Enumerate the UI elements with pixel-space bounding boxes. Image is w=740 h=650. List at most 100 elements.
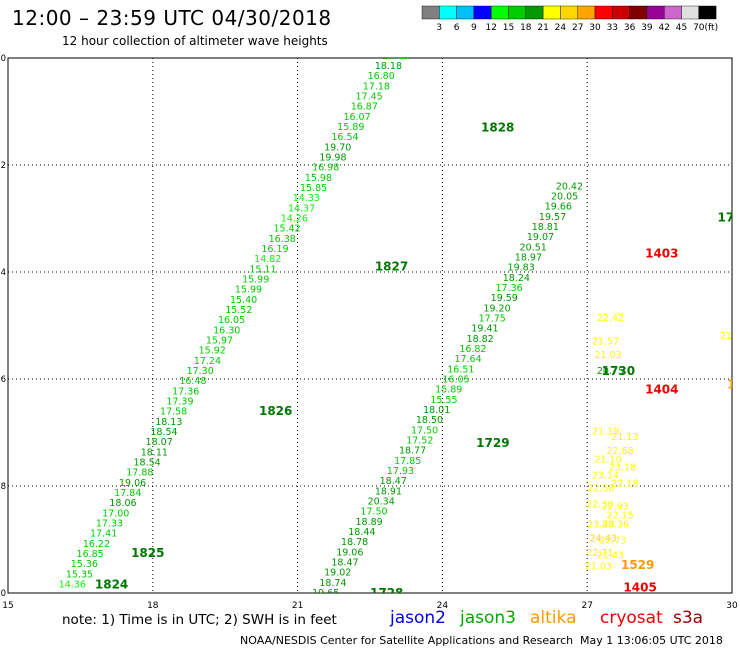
swh-point: 18.54 <box>133 457 160 468</box>
swh-point: 16.22 <box>83 539 110 550</box>
swh-point: 22.73 <box>599 536 626 547</box>
swh-point: 18.91 <box>375 486 402 497</box>
swh-point: 19.66 <box>545 202 572 213</box>
swh-point: 17.93 <box>387 466 414 477</box>
swh-point: 18.24 <box>503 273 530 284</box>
colorbar-tick: 15 <box>503 23 514 33</box>
swh-point: 21.03 <box>585 561 612 572</box>
swh-point: 14.26 <box>281 214 308 225</box>
swh-point: 17.30 <box>187 366 214 377</box>
swh-point: 18.78 <box>341 537 368 548</box>
swh-point: 18.47 <box>380 476 407 487</box>
colorbar-swatch <box>560 5 578 20</box>
timestamp-text: May 1 13:06:05 UTC 2018 <box>580 634 723 647</box>
colorbar-swatch <box>646 5 665 20</box>
swh-point: 18.06 <box>109 498 136 509</box>
colorbar-swatch <box>508 5 526 20</box>
swh-point: 21.03 <box>594 350 621 361</box>
colorbar-swatch <box>421 5 440 20</box>
colorbar-swatch <box>681 5 699 20</box>
colorbar-tick: 3 <box>436 23 442 33</box>
swh-point: 16.54 <box>331 132 358 143</box>
swh-point: 17.00 <box>102 508 129 519</box>
swh-point: 23.14 <box>592 470 619 481</box>
swh-point: 17.84 <box>114 488 141 499</box>
swh-point: 15.52 <box>225 305 252 316</box>
swh-point: 23.36 <box>602 520 629 531</box>
swh-point: 15.92 <box>199 346 226 357</box>
y-tick-label: -50 <box>0 589 6 599</box>
x-tick-label: 15 <box>2 601 13 611</box>
swh-point: 15.85 <box>300 183 327 194</box>
plot-frame <box>7 57 733 594</box>
swh-point: 19.98 <box>319 153 346 164</box>
swh-point: 15.97 <box>206 335 233 346</box>
colorbar-swatch <box>577 5 596 20</box>
swh-point: 16.98 <box>312 163 339 174</box>
legend-jason2: jason2 <box>390 608 446 628</box>
swh-point: 20.42 <box>556 181 583 192</box>
colorbar-tick: 18 <box>520 23 532 33</box>
y-tick-label: -40 <box>0 54 6 64</box>
swh-point: 18.07 <box>146 437 173 448</box>
colorbar-swatch <box>473 5 492 20</box>
colorbar-unit: (ft) <box>705 23 719 33</box>
swh-point: 15.40 <box>230 295 257 306</box>
colorbar-tick: 27 <box>572 23 583 33</box>
swh-point: 18.01 <box>423 405 450 416</box>
x-tick-label: 24 <box>437 601 449 611</box>
swh-point: 21.05 <box>720 331 740 342</box>
swh-point: 21.19 <box>592 426 619 437</box>
swh-point: 19.57 <box>539 212 566 223</box>
swh-point: 15.98 <box>305 173 332 184</box>
swh-point: 18.44 <box>348 527 375 538</box>
swh-point: 21.43 <box>597 551 624 562</box>
swh-point: 18.13 <box>155 417 182 428</box>
swh-point: 21.10 <box>594 454 621 465</box>
y-tick-label: -44 <box>0 268 6 278</box>
colorbar-tick: 6 <box>454 23 460 33</box>
swh-point: 17.85 <box>394 456 421 467</box>
swh-point: 18.89 <box>356 517 383 528</box>
colorbar-tick: 45 <box>676 23 687 33</box>
swh-point: 22.18 <box>611 478 638 489</box>
swh-point: 17.36 <box>495 283 522 294</box>
swh-point: 18.77 <box>399 446 426 457</box>
swh-point: 17.88 <box>126 468 153 479</box>
pass-time-label: 1730 <box>602 364 635 378</box>
swh-point: 22.42 <box>597 313 624 324</box>
swh-point: 21.57 <box>592 337 619 348</box>
swh-point: 18.74 <box>319 578 346 589</box>
legend-cryosat: cryosat <box>600 608 663 628</box>
page-title: 12:00 – 23:59 UTC 04/30/2018 <box>12 6 332 30</box>
colorbar-tick: 12 <box>485 23 496 33</box>
swh-point: 19.41 <box>471 324 498 335</box>
swh-point: 19.20 <box>483 303 510 314</box>
swh-point: 22.71 <box>586 548 613 559</box>
colorbar-tick: 30 <box>589 23 601 33</box>
swh-point: 21.13 <box>611 432 638 443</box>
swh-point: 22.30 <box>586 500 613 511</box>
pass-time-label: 1529 <box>621 558 654 572</box>
swh-point: 17.36 <box>172 386 199 397</box>
x-tick-label: 27 <box>581 601 592 611</box>
colorbar-swatch <box>629 5 648 20</box>
swh-point: 13.86 <box>399 20 426 31</box>
y-tick-label: -48 <box>0 482 6 492</box>
pass-time-label: 1403 <box>645 246 678 260</box>
page-subtitle: 12 hour collection of altimeter wave hei… <box>62 34 328 48</box>
colorbar-swatch <box>698 5 717 20</box>
swh-point: 20.34 <box>368 497 395 508</box>
colorbar-tick: 9 <box>471 23 477 33</box>
colorbar-tick: 21 <box>537 23 548 33</box>
swh-point: 16.87 <box>387 41 414 52</box>
swh-point: 16.07 <box>343 112 370 123</box>
swh-point: 17.33 <box>96 518 123 529</box>
swh-point: 19.06 <box>119 478 146 489</box>
swh-point: 15.99 <box>235 285 262 296</box>
colorbar-swatch <box>612 5 630 20</box>
colorbar-swatch <box>594 5 613 20</box>
colorbar-tick: 24 <box>555 23 567 33</box>
swh-point: 18.47 <box>331 558 358 569</box>
